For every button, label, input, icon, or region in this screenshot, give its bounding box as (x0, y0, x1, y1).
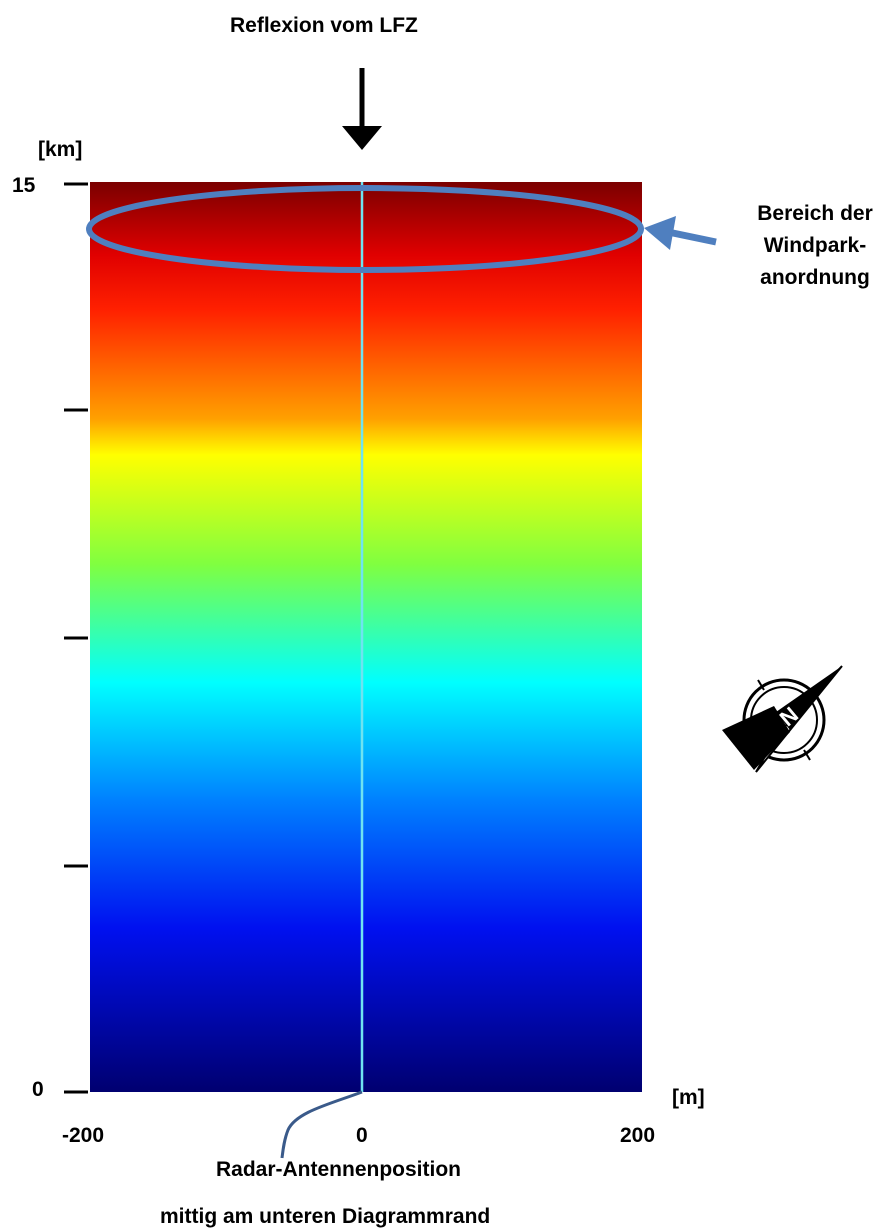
reflection-arrow (342, 68, 382, 150)
y-axis-ticks (64, 182, 88, 1094)
y-axis-min-label: 0 (32, 1078, 44, 1101)
windpark-pointer-arrow (644, 216, 717, 250)
windpark-ellipse (86, 185, 644, 273)
windpark-area-line-2: Windpark- (763, 234, 867, 257)
windpark-area-line-3: anordnung (760, 266, 870, 289)
y-axis-unit: [km] (38, 138, 83, 161)
radar-position-note: mittig am unteren Diagrammrand (160, 1205, 491, 1228)
x-axis-unit: [m] (672, 1086, 705, 1109)
color-field (90, 182, 642, 1092)
radar-position-label: Radar-Antennenposition (216, 1158, 461, 1181)
windpark-area-label: Bereich der Windpark- anordnung (720, 198, 896, 294)
radar-position-curve (280, 1090, 363, 1159)
north-arrow-compass-icon: N (722, 665, 843, 773)
x-tick-label-max: 200 (620, 1124, 656, 1147)
y-axis-max-label: 15 (12, 174, 36, 197)
x-tick-label-mid: 0 (356, 1124, 368, 1147)
windpark-area-line-1: Bereich der (757, 202, 873, 225)
reflection-label: Reflexion vom LFZ (230, 14, 418, 37)
x-tick-label-min: -200 (62, 1124, 105, 1147)
